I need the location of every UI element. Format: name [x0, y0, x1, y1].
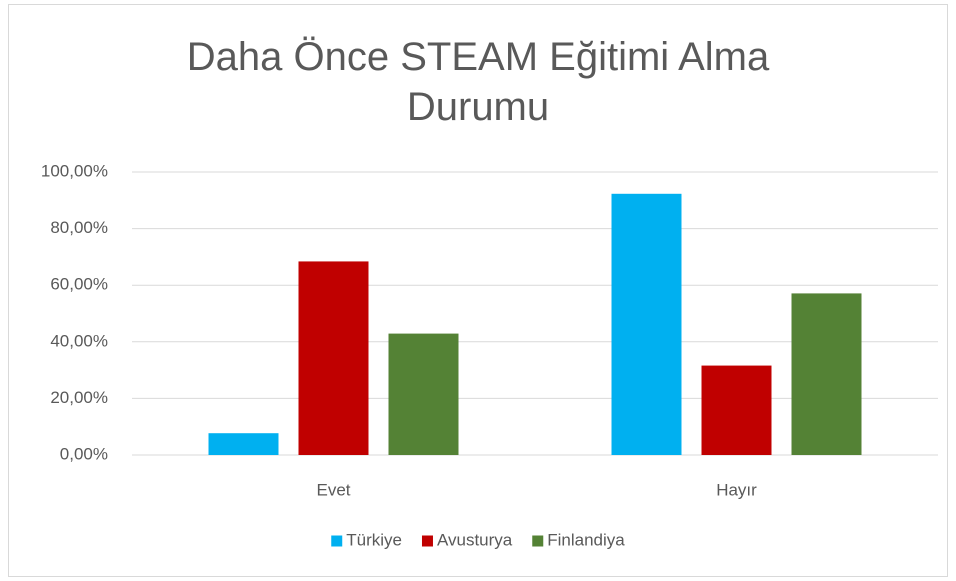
bar [701, 365, 772, 455]
bar [611, 193, 682, 455]
legend-item: Finlandiya [532, 530, 625, 549]
legend-label: Avusturya [437, 530, 513, 549]
legend-item: Avusturya [421, 530, 513, 549]
chart-frame [8, 4, 948, 577]
x-tick-label: Hayır [716, 480, 757, 499]
bar [791, 293, 862, 455]
bar [298, 261, 369, 455]
legend-item: Türkiye [331, 530, 402, 549]
legend-swatch [331, 535, 343, 547]
y-tick-label: 60,00% [50, 275, 108, 294]
y-tick-label: 40,00% [50, 331, 108, 350]
y-tick-label: 100,00% [41, 161, 108, 180]
legend-label: Türkiye [346, 530, 402, 549]
y-tick-label: 80,00% [50, 218, 108, 237]
bar [388, 333, 459, 455]
x-tick-label: Evet [316, 480, 350, 499]
legend-label: Finlandiya [547, 530, 625, 549]
bar [208, 433, 279, 455]
y-tick-label: 0,00% [60, 444, 108, 463]
legend-swatch [421, 535, 433, 547]
chart-title: Daha Önce STEAM Eğitimi Alma Durumu [186, 35, 770, 129]
legend-swatch [532, 535, 544, 547]
y-tick-label: 20,00% [50, 388, 108, 407]
